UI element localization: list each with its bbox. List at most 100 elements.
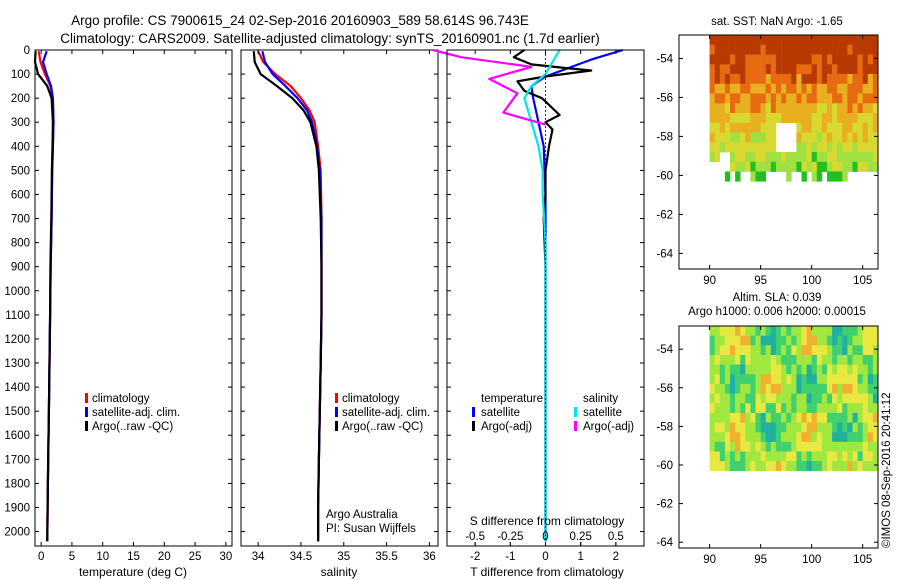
map-cell <box>796 422 802 433</box>
depth-tick-label: 200 <box>11 93 30 105</box>
map-cell <box>760 83 766 94</box>
map-cell <box>786 355 792 365</box>
map-cell <box>832 432 838 443</box>
map-cell <box>719 113 726 124</box>
map-cell <box>816 326 823 336</box>
map-cell <box>724 461 731 472</box>
series-line-argo-adj- <box>432 48 546 126</box>
map-cell <box>872 441 879 452</box>
map-cell <box>755 393 761 404</box>
map-cell <box>755 171 761 182</box>
map-cell <box>709 103 715 114</box>
map-cell <box>796 103 802 114</box>
map-cell <box>872 374 879 385</box>
map-cell <box>765 44 772 55</box>
map-cell <box>872 152 879 163</box>
map-cell <box>750 93 756 104</box>
map-cell <box>760 132 766 143</box>
map-cell <box>775 103 782 114</box>
x-tick-label: 34.5 <box>290 551 312 563</box>
map-cell <box>801 345 807 356</box>
map-cell <box>775 451 782 462</box>
map-cell <box>745 93 751 104</box>
map-cell <box>765 451 772 462</box>
map-cell <box>842 74 848 85</box>
map-cell <box>775 403 782 414</box>
map-cell <box>832 142 838 153</box>
map-cell <box>750 152 756 163</box>
map-cell <box>796 83 802 94</box>
map-cell <box>719 412 726 423</box>
map-cell <box>730 132 736 143</box>
map-cell <box>832 403 838 414</box>
map-cell <box>811 74 818 85</box>
map-cell <box>755 64 761 75</box>
map-cell <box>745 113 751 124</box>
map-cell <box>832 461 838 472</box>
map-cell <box>862 113 869 124</box>
map-cell <box>714 35 721 46</box>
map-cell <box>765 374 772 385</box>
map-cell <box>791 326 797 336</box>
map-cell <box>872 383 879 394</box>
map-cell <box>827 64 833 75</box>
map-cell <box>714 54 721 65</box>
sst-map-panel: sat. SST: NaN Argo: -1.65 90 95 100 105 -54… <box>656 16 879 287</box>
map-cell <box>852 113 858 124</box>
map-cell <box>740 35 746 46</box>
map-cell <box>709 35 715 46</box>
map-cell <box>714 355 721 365</box>
map-cell <box>714 142 721 153</box>
map-cell <box>811 64 818 75</box>
map-cell <box>816 83 823 94</box>
map-cell <box>827 122 833 133</box>
map-cell <box>781 364 787 375</box>
map-cell <box>770 441 777 452</box>
salinity-panel: 34 34.5 35 35.5 36 salinity climatology sate… <box>240 49 439 579</box>
map-cell <box>781 393 787 404</box>
map-cell <box>740 345 746 356</box>
map-cell <box>857 451 863 462</box>
map-cell <box>735 345 741 356</box>
map-cell <box>847 335 853 346</box>
map-cell <box>791 74 797 85</box>
map-cell <box>714 451 721 462</box>
legend-label-argo: Argo(..raw -QC) <box>342 421 423 433</box>
map-cell <box>719 374 726 385</box>
map-cell <box>867 461 874 472</box>
map-cell <box>796 335 802 346</box>
map-cell <box>740 403 746 414</box>
map-cell <box>770 364 777 375</box>
map-cell <box>786 54 792 65</box>
map-cell <box>745 74 751 85</box>
map-cell <box>740 422 746 433</box>
series-line-argo-raw-qc- <box>33 51 55 542</box>
map-cell <box>775 74 782 85</box>
map-cell <box>857 461 863 472</box>
map-cell <box>801 171 807 182</box>
map-cell <box>781 83 787 94</box>
map-cell <box>740 161 746 172</box>
map-cell <box>862 83 869 94</box>
map-cell <box>862 44 869 55</box>
map-cell <box>842 412 848 423</box>
sst-map-lon-ticks: 90 95 100 105 <box>703 35 872 287</box>
map-cell <box>775 355 782 365</box>
map-cell <box>837 432 843 443</box>
map-cell <box>719 54 726 65</box>
map-cell <box>842 113 848 124</box>
map-cell <box>760 374 766 385</box>
map-cell <box>847 326 853 336</box>
map-cell <box>745 161 751 172</box>
map-cell <box>801 383 807 394</box>
map-cell <box>719 441 726 452</box>
map-cell <box>740 93 746 104</box>
map-cell <box>714 132 721 143</box>
map-cell <box>755 35 761 46</box>
map-cell <box>760 422 766 433</box>
map-cell <box>806 74 812 85</box>
sla-map-panel: Altim. SLA: 0.039 Argo h1000: 0.006 h200… <box>656 292 879 566</box>
map-cell <box>811 161 818 172</box>
map-cell <box>811 393 818 404</box>
